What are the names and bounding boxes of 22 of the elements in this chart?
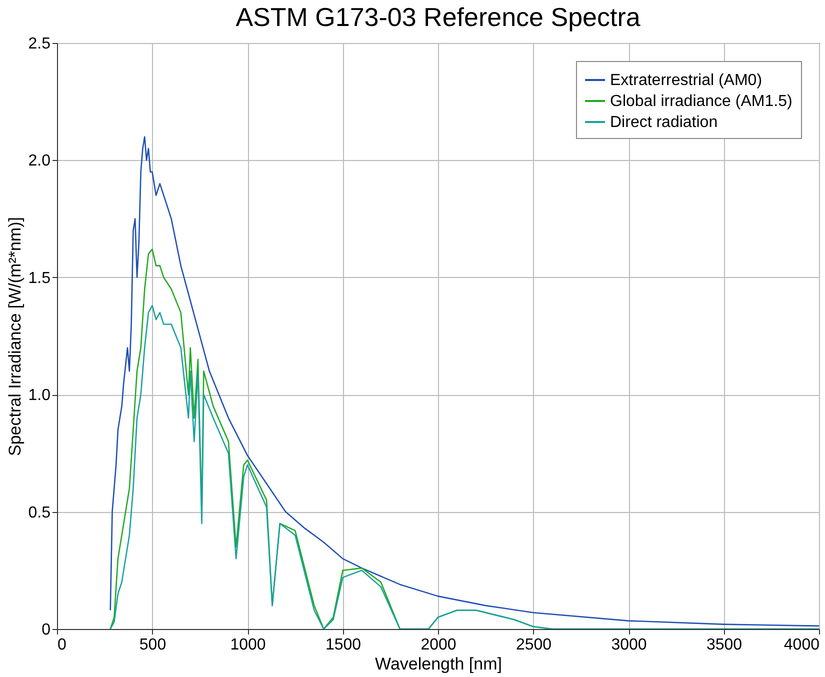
y-tick-label: 0 bbox=[42, 622, 51, 638]
x-tick-label: 4000 bbox=[784, 636, 820, 654]
y-axis-title: Spectral Irradiance [W/(m²*nm)] bbox=[5, 217, 24, 456]
y-tick-label: 2.5 bbox=[28, 36, 51, 52]
x-tick-label: 1000 bbox=[230, 636, 266, 654]
x-tick-label: 2500 bbox=[516, 636, 552, 654]
chart-title: ASTM G173-03 Reference Spectra bbox=[236, 2, 641, 32]
x-tick-label: 3000 bbox=[611, 636, 647, 654]
legend-label: Global irradiance (AM1.5) bbox=[610, 93, 792, 110]
legend-label: Extraterrestrial (AM0) bbox=[610, 72, 762, 89]
x-tick-label: 0 bbox=[58, 636, 66, 654]
x-axis-title: Wavelength [nm] bbox=[375, 654, 502, 674]
y-tick-label: 1.0 bbox=[28, 387, 51, 404]
line-series bbox=[110, 136, 819, 627]
legend-label: Direct radiation bbox=[610, 114, 718, 131]
x-tick-label: 2000 bbox=[420, 636, 456, 654]
y-tick-label: 2.0 bbox=[28, 152, 51, 170]
y-tick-label: 0.5 bbox=[28, 504, 51, 522]
x-tick-label: 500 bbox=[139, 636, 166, 654]
y-tick-label: 1.5 bbox=[28, 270, 51, 287]
x-tick-label: 1500 bbox=[325, 636, 362, 654]
x-tick-label: 3500 bbox=[706, 636, 742, 654]
